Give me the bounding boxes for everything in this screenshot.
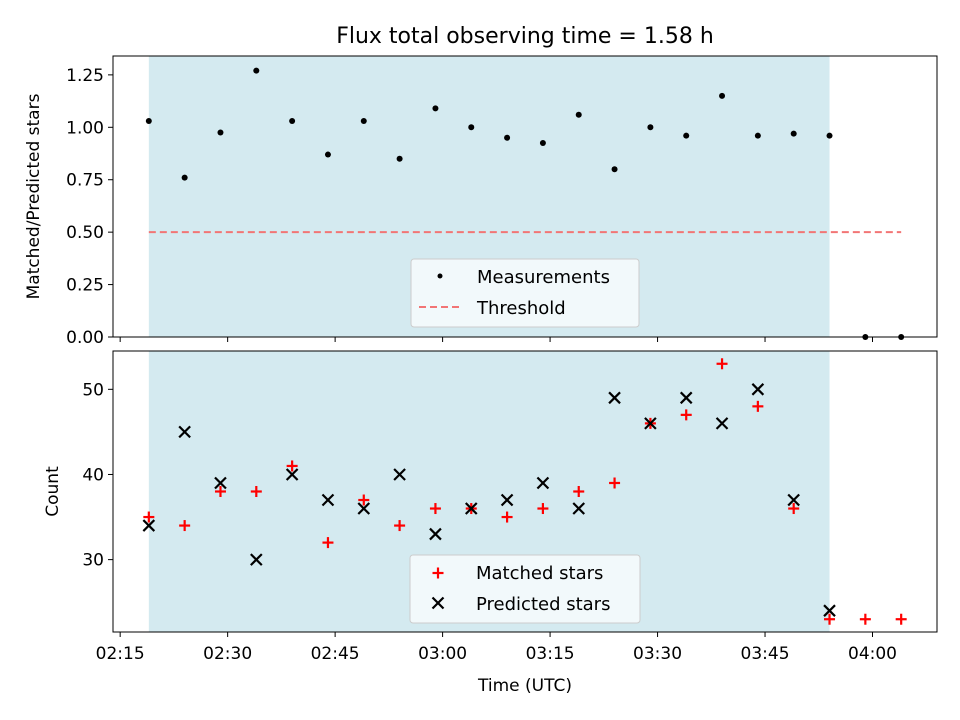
predicted-star-point xyxy=(608,391,621,405)
predicted-star-point xyxy=(679,391,693,405)
bottom-ytick-label: 30 xyxy=(82,551,104,571)
legend-predicted-label: Predicted stars xyxy=(476,594,610,615)
measurement-point xyxy=(181,174,188,181)
legend-predicted-marker xyxy=(431,596,445,610)
bottom-y-axis-label: Count xyxy=(43,466,63,517)
legend-measurements-marker xyxy=(437,273,443,279)
predicted-star-point xyxy=(321,493,335,507)
measurement-point xyxy=(253,67,260,74)
bottom-axes-frame xyxy=(112,350,938,633)
bottom-legend: Matched stars Predicted stars xyxy=(409,554,641,624)
xtick-label: 03:30 xyxy=(633,644,682,664)
matched-star-point xyxy=(680,409,692,421)
measurement-point xyxy=(719,92,726,99)
x-axis-label: Time (UTC) xyxy=(477,676,572,696)
top-legend-box xyxy=(410,258,640,328)
measurement-point xyxy=(145,118,152,125)
bottom-legend-box xyxy=(409,554,641,624)
predicted-star-point xyxy=(393,468,406,481)
predicted-star-point xyxy=(464,502,478,515)
legend-threshold-label: Threshold xyxy=(476,298,566,319)
predicted-star-point xyxy=(429,527,442,541)
top-ytick-label: 1.25 xyxy=(66,66,104,86)
top-ytick-label: 1.00 xyxy=(66,118,104,138)
measurement-point xyxy=(217,129,224,136)
predicted-star-point xyxy=(823,604,836,617)
measurement-point xyxy=(360,118,367,125)
xtick-label: 02:30 xyxy=(203,644,252,664)
predicted-star-point xyxy=(715,417,729,430)
matched-star-point xyxy=(394,520,406,532)
xtick-label: 02:15 xyxy=(96,644,145,664)
measurement-point xyxy=(324,151,331,158)
predicted-star-point xyxy=(572,502,586,515)
measurement-point xyxy=(289,118,296,125)
predicted-star-point xyxy=(751,383,765,396)
xtick-label: 02:45 xyxy=(311,644,360,664)
matched-star-point xyxy=(358,494,370,506)
predicted-star-point xyxy=(536,476,550,490)
measurement-point xyxy=(504,134,511,141)
top-ytick-label: 0.00 xyxy=(66,328,104,348)
matched-star-point xyxy=(895,613,907,625)
top-ytick-label: 0.75 xyxy=(66,171,104,191)
bottom-ytick-label: 40 xyxy=(82,465,104,485)
measurement-point xyxy=(432,105,439,112)
matched-star-point xyxy=(322,537,334,549)
measurement-point xyxy=(790,130,797,137)
measurement-point xyxy=(468,124,475,131)
predicted-star-point xyxy=(250,553,263,566)
bottom-panel: 30 40 50 02:15 02:30 02:45 03:00 03:15 03:30 03:… xyxy=(43,350,938,696)
matched-star-point xyxy=(179,520,191,532)
predicted-star-point xyxy=(178,425,191,439)
top-ytick-label: 0.50 xyxy=(66,223,104,243)
predicted-star-point xyxy=(357,502,371,515)
predicted-star-point xyxy=(142,519,156,532)
matched-star-point xyxy=(752,400,764,412)
legend-matched-marker xyxy=(432,567,444,579)
top-panel: 0.00 0.25 0.50 0.75 1.00 1.25 Flux total obse… xyxy=(24,24,938,348)
chart-title: Flux total observing time = 1.58 h xyxy=(336,24,714,49)
matched-star-point xyxy=(537,503,549,515)
predicted-star-point xyxy=(285,468,299,481)
predicted-star-point xyxy=(214,476,227,490)
matched-star-point xyxy=(286,460,298,472)
predicted-star-point xyxy=(787,493,800,507)
matched-star-point xyxy=(143,511,155,523)
measurement-point xyxy=(683,132,690,139)
measurement-point xyxy=(396,155,403,162)
matched-star-point xyxy=(824,613,836,625)
measurement-point xyxy=(647,124,654,131)
xtick-label: 03:00 xyxy=(418,644,467,664)
measurement-point xyxy=(575,111,582,118)
matched-star-point xyxy=(573,486,585,497)
xtick-label: 03:15 xyxy=(526,644,575,664)
measurement-point xyxy=(539,140,546,147)
measurement-point xyxy=(611,166,618,173)
top-legend: Measurements Threshold xyxy=(410,258,640,328)
predicted-star-point xyxy=(644,417,657,430)
top-axes-frame xyxy=(112,55,938,338)
measurement-point xyxy=(754,132,761,139)
legend-matched-label: Matched stars xyxy=(476,563,603,584)
matched-star-point xyxy=(214,486,226,497)
matched-star-point xyxy=(250,486,262,497)
predicted-star-point xyxy=(500,493,514,507)
top-ytick-label: 0.25 xyxy=(66,276,104,296)
matched-star-point xyxy=(609,477,621,489)
bottom-ytick-label: 50 xyxy=(82,380,104,400)
matched-star-point xyxy=(859,613,871,625)
matched-star-point xyxy=(501,511,513,523)
top-y-axis-label: Matched/Predicted stars xyxy=(24,93,44,299)
legend-measurements-label: Measurements xyxy=(477,267,610,288)
legend-x-glyph xyxy=(431,596,445,610)
xtick-label: 04:00 xyxy=(848,644,897,664)
measurement-point xyxy=(826,132,833,139)
matched-star-point xyxy=(429,503,441,515)
matched-star-point xyxy=(716,358,728,370)
xtick-label: 03:45 xyxy=(741,644,790,664)
matched-star-point xyxy=(788,503,800,515)
legend-plus-glyph xyxy=(432,567,444,579)
